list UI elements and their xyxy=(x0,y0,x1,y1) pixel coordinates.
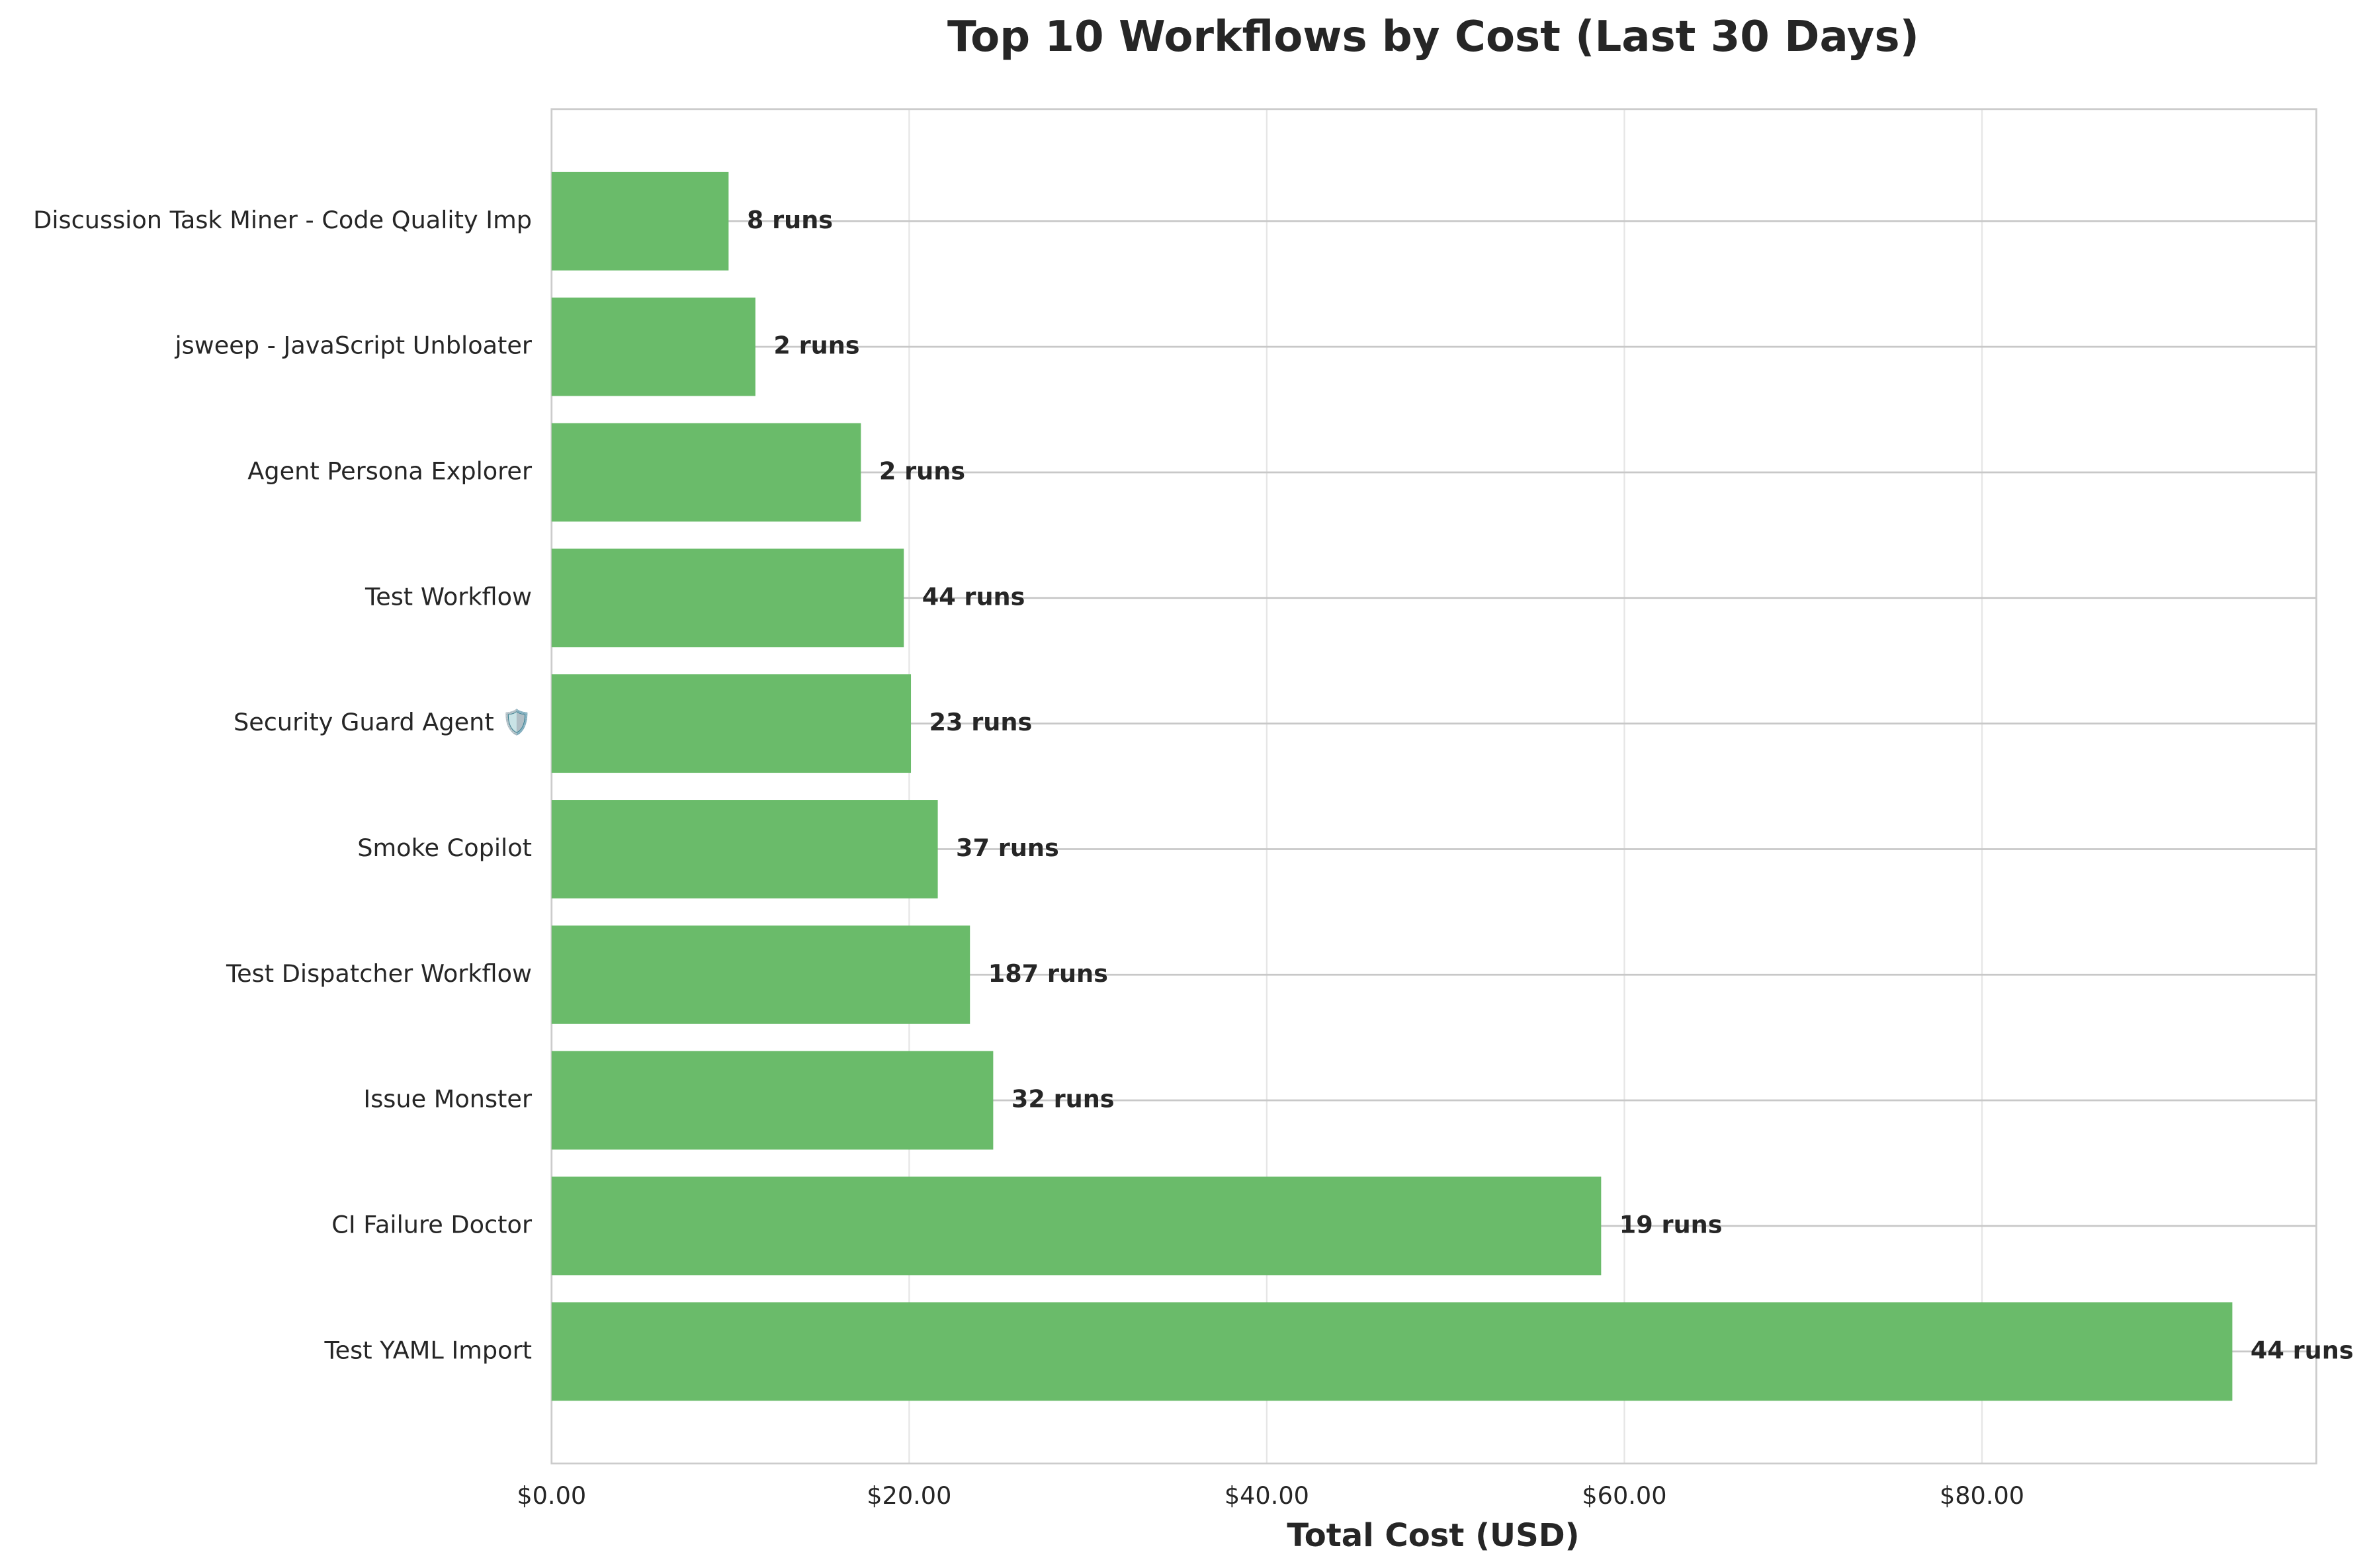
bar-annotation: 32 runs xyxy=(1011,1085,1115,1113)
x-tick-label: $60.00 xyxy=(1582,1481,1666,1510)
bar-annotation: 2 runs xyxy=(773,331,859,360)
bar xyxy=(551,800,938,898)
bar xyxy=(551,1302,2233,1401)
bar-annotation: 37 runs xyxy=(956,834,1059,862)
bar xyxy=(551,1176,1602,1276)
y-tick-label: CI Failure Doctor xyxy=(331,1210,533,1239)
x-tick-label: $0.00 xyxy=(517,1481,586,1510)
y-tick-label: Smoke Copilot xyxy=(357,834,532,862)
bar xyxy=(551,297,755,396)
chart-title: Top 10 Workflows by Cost (Last 30 Days) xyxy=(947,12,1919,62)
bar-annotation: 44 runs xyxy=(2251,1336,2354,1364)
y-tick-label: Discussion Task Miner - Code Quality Imp xyxy=(33,206,532,234)
y-tick-label: Agent Persona Explorer xyxy=(247,457,533,485)
bar-annotation: 44 runs xyxy=(922,582,1025,611)
x-tick-label: $80.00 xyxy=(1940,1481,2024,1510)
x-axis-label: Total Cost (USD) xyxy=(1287,1517,1579,1554)
bar xyxy=(551,674,912,773)
y-tick-label: Issue Monster xyxy=(363,1085,533,1113)
bar-annotation: 19 runs xyxy=(1619,1210,1723,1239)
x-tick-label: $20.00 xyxy=(867,1481,951,1510)
bar xyxy=(551,171,729,271)
bar-annotation: 23 runs xyxy=(929,708,1033,736)
y-tick-label: jsweep - JavaScript Unbloater xyxy=(174,331,532,360)
bar-annotation: 187 runs xyxy=(988,959,1108,988)
bar xyxy=(551,925,970,1024)
y-tick-label: Test YAML Import xyxy=(323,1336,532,1364)
bar-annotation: 2 runs xyxy=(879,457,965,485)
bar-annotation: 8 runs xyxy=(747,206,833,234)
bar xyxy=(551,423,861,522)
y-tick-label: Test Workflow xyxy=(365,582,532,611)
bar xyxy=(551,1051,994,1150)
x-tick-label: $40.00 xyxy=(1225,1481,1309,1510)
bar xyxy=(551,548,904,648)
y-tick-label: Security Guard Agent 🛡️ xyxy=(234,708,532,736)
plot-frame xyxy=(550,108,2317,1465)
y-tick-label: Test Dispatcher Workflow xyxy=(226,959,532,988)
